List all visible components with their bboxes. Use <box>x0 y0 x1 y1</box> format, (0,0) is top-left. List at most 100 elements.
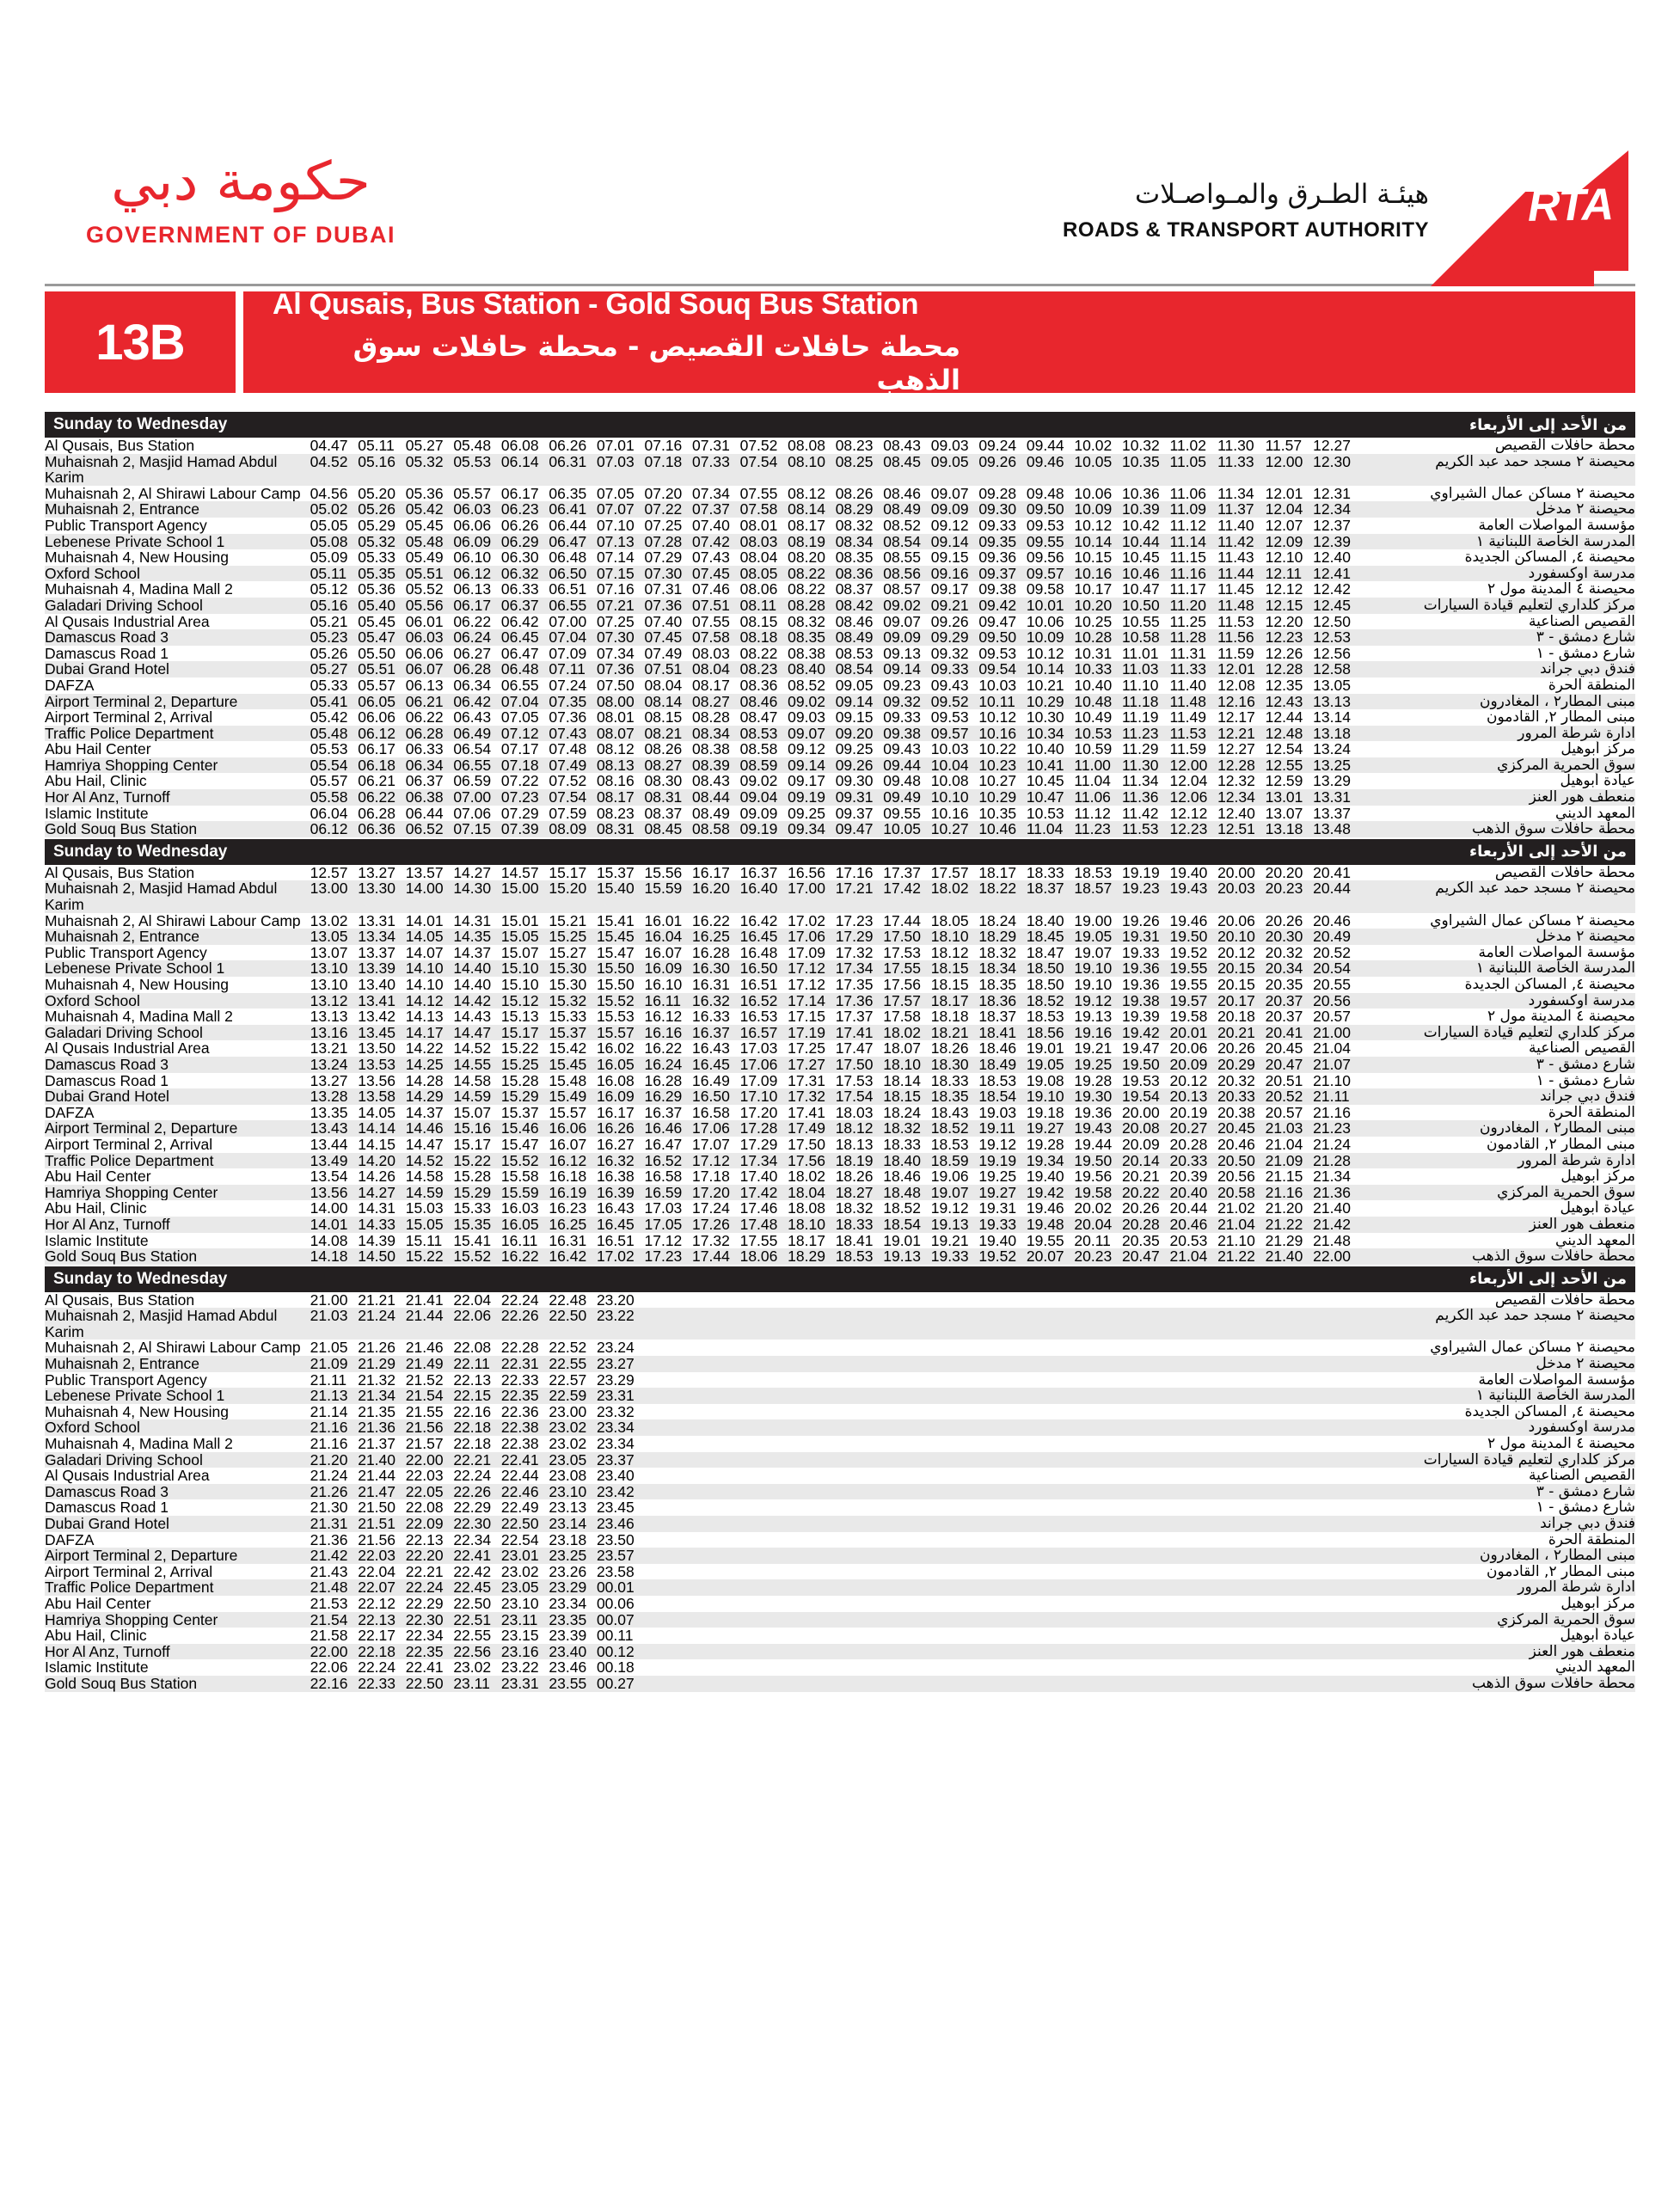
departure-time: 05.57 <box>310 772 348 790</box>
stop-name-en: Islamic Institute <box>45 1232 149 1249</box>
departure-time <box>1074 1499 1122 1516</box>
departure-time <box>1266 1292 1314 1309</box>
departure-time: 23.10 <box>500 1594 539 1612</box>
departure-time: 20.13 <box>1169 1088 1218 1105</box>
departure-time: 21.16 <box>1265 1185 1314 1201</box>
departure-time: 10.53 <box>1026 804 1064 822</box>
departure-time: 20.26 <box>1265 911 1303 929</box>
departure-time: 10.20 <box>1074 598 1122 614</box>
departure-time: 23.05 <box>549 1452 597 1468</box>
departure-time: 10.12 <box>1074 516 1113 534</box>
departure-time: 11.06 <box>1169 484 1207 502</box>
departure-time: 12.07 <box>1265 516 1303 534</box>
departure-time: 14.39 <box>358 1231 396 1249</box>
departure-time: 19.42 <box>1121 1025 1170 1041</box>
departure-time: 05.48 <box>405 533 454 550</box>
departure-time: 07.18 <box>500 757 549 774</box>
departure-time: 18.06 <box>739 1248 788 1265</box>
departure-time <box>978 1643 1027 1660</box>
departure-time: 18.24 <box>978 911 1017 929</box>
departure-time: 12.40 <box>1217 804 1255 822</box>
stop-name-ar: شارع دمشق - ١ <box>1536 1072 1635 1089</box>
departure-time: 15.30 <box>549 960 597 977</box>
departure-time <box>836 1659 884 1676</box>
table-row: Abu Hail, Clinic 05.57 06.21 06.37 06.59 07.2… <box>45 773 1635 789</box>
departure-time: 07.36 <box>596 661 645 677</box>
stop-name-en: Oxford School <box>45 565 310 582</box>
departure-time: 08.03 <box>739 533 788 550</box>
departure-time: 06.43 <box>453 708 492 727</box>
departure-time: 12.28 <box>1217 757 1266 774</box>
departure-time: 06.14 <box>500 453 549 486</box>
departure-time: 11.42 <box>1217 533 1266 550</box>
departure-time: 10.45 <box>1026 772 1064 790</box>
departure-time: 19.13 <box>883 1248 931 1265</box>
departure-time: 08.52 <box>788 676 825 694</box>
departure-time: 18.49 <box>978 1057 1027 1073</box>
departure-time: 11.36 <box>1121 789 1170 806</box>
departure-time: 14.10 <box>405 976 444 993</box>
departure-time: 07.58 <box>692 629 740 646</box>
departure-time <box>930 1675 979 1692</box>
departure-time: 07.52 <box>739 437 778 454</box>
departure-time: 06.48 <box>500 661 549 677</box>
departure-time: 16.22 <box>500 1248 549 1265</box>
departure-time: 13.54 <box>310 1168 348 1186</box>
table-row: DAFZA 13.35 14.05 14.37 15.07 15.37 15.57 16.17… <box>45 1105 1635 1121</box>
departure-time: 09.55 <box>1026 533 1075 550</box>
departure-time <box>930 1611 979 1628</box>
departure-time: 11.06 <box>1074 789 1122 806</box>
departure-time <box>740 1292 788 1309</box>
departure-time <box>788 1340 836 1356</box>
departure-time: 22.18 <box>453 1435 492 1453</box>
departure-time: 05.53 <box>453 453 501 486</box>
departure-time: 22.24 <box>453 1467 492 1485</box>
departure-time <box>1170 1292 1218 1309</box>
stop-name-en: Al Qusais, Bus Station <box>45 438 195 454</box>
departure-time: 17.12 <box>692 1152 740 1169</box>
departure-time <box>692 1372 740 1389</box>
departure-time: 05.21 <box>310 612 348 630</box>
departure-time: 12.09 <box>1265 533 1314 550</box>
departure-time: 19.50 <box>1121 1057 1170 1073</box>
departure-time: 17.44 <box>883 911 922 929</box>
departure-time: 20.09 <box>1121 1135 1160 1153</box>
departure-time: 06.33 <box>500 580 539 598</box>
departure-time <box>1313 1404 1361 1420</box>
departure-time: 09.57 <box>930 726 979 742</box>
departure-time: 07.18 <box>644 453 693 486</box>
departure-time: 18.10 <box>788 1217 836 1233</box>
departure-time: 06.06 <box>358 708 396 727</box>
departure-time: 17.27 <box>788 1057 836 1073</box>
departure-time: 19.12 <box>930 1199 969 1217</box>
stop-name-ar: منعطف هور العنز <box>1360 1216 1635 1233</box>
departure-time: 22.46 <box>500 1484 549 1500</box>
departure-time: 17.54 <box>835 1088 884 1105</box>
stop-name-ar: منعطف هور العنز <box>1360 789 1635 806</box>
departure-time: 13.02 <box>310 911 348 929</box>
departure-time: 11.28 <box>1169 629 1218 646</box>
table-row: Muhaisnah 2, Al Shirawi Labour Camp 21.05… <box>45 1340 1635 1356</box>
table-row: Al Qusais, Bus Station 21.00 21.21 21.41 22.… <box>45 1292 1635 1309</box>
departure-time: 10.40 <box>1074 676 1113 694</box>
departure-time: 07.29 <box>644 549 683 567</box>
departure-time: 20.20 <box>1265 863 1303 881</box>
departure-time: 22.35 <box>405 1644 454 1660</box>
departure-time: 06.12 <box>310 821 359 837</box>
departure-time: 14.47 <box>453 1025 501 1041</box>
stop-name-en: Galadari Driving School <box>45 1451 310 1468</box>
departure-time: 13.29 <box>1313 772 1351 790</box>
departure-time: 19.52 <box>1169 943 1208 961</box>
departure-time: 16.45 <box>692 1057 740 1073</box>
stop-name-ar: ادارة شرطة المرور <box>1360 1579 1635 1596</box>
departure-time: 15.28 <box>453 1168 492 1186</box>
departure-time: 18.14 <box>883 1071 922 1089</box>
departure-time: 09.30 <box>835 772 874 790</box>
departure-time: 17.42 <box>739 1185 788 1201</box>
departure-time: 23.08 <box>549 1467 587 1485</box>
departure-time: 07.36 <box>644 598 693 614</box>
departure-time: 12.28 <box>1265 661 1314 677</box>
departure-time <box>1027 1628 1075 1644</box>
departure-time: 12.50 <box>1313 612 1351 630</box>
departure-time: 06.05 <box>358 693 406 710</box>
